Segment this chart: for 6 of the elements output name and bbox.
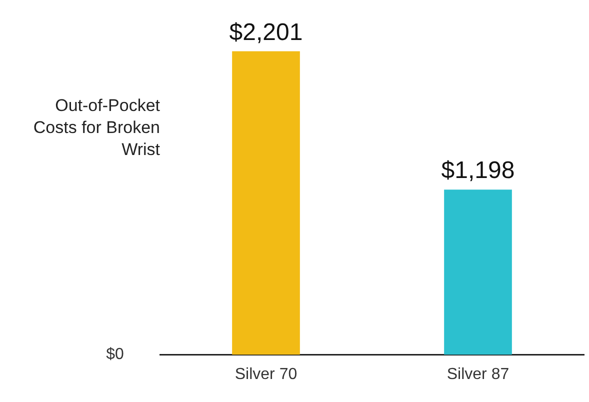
x-tick-label: Silver 87	[446, 366, 510, 383]
text: $0	[106, 346, 124, 364]
y-axis-title: Out-of-Pocket Costs for Broken Wrist	[32, 95, 160, 161]
data-label: $2,201	[229, 18, 303, 46]
x-tick-label: Silver 70	[234, 366, 298, 383]
data-label: $1,198	[441, 157, 515, 184]
